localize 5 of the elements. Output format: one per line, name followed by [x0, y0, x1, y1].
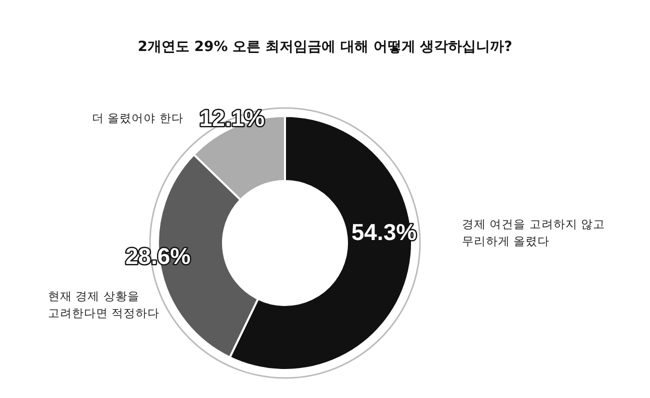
slice-label: 더 올렸어야 한다: [92, 111, 184, 125]
chart-title: 2개연도 29% 오른 최저임금에 대해 어떻게 생각하십니까?: [136, 38, 514, 56]
slice-label: 경제 여건을 고려하지 않고 무리하게 올렸다: [462, 216, 606, 250]
data-label: 12.1%: [199, 105, 265, 131]
slice-label: 현재 경제 상황을 고려한다면 적정하다: [48, 288, 161, 322]
